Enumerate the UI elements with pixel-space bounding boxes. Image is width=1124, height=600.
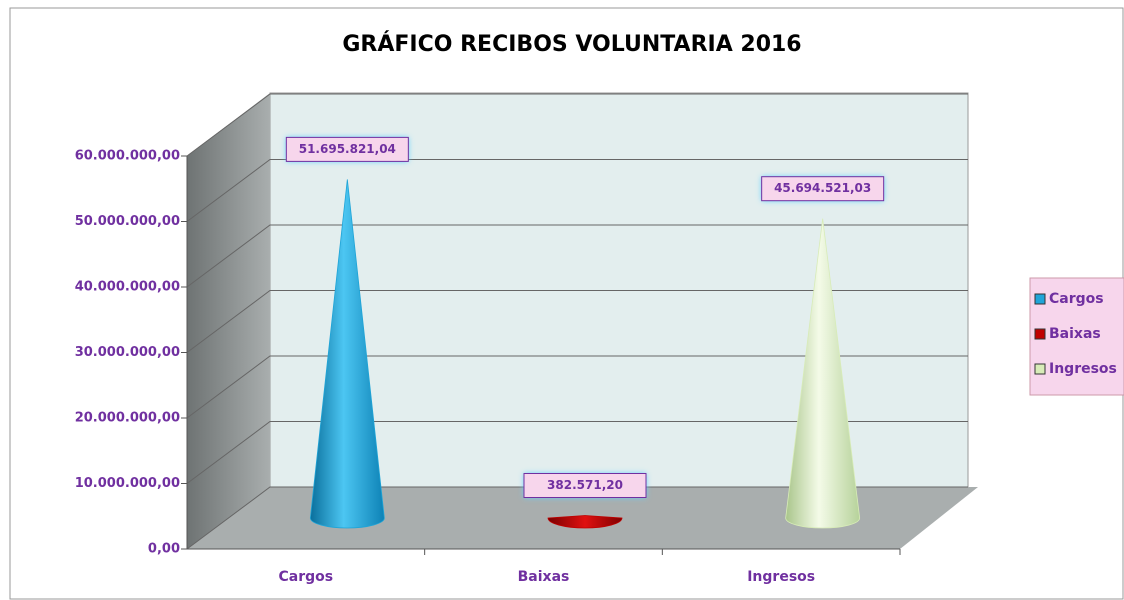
legend-swatch [1034, 293, 1046, 305]
legend-label: Ingresos [1049, 361, 1117, 377]
y-tick-label: 10.000.000,00 [75, 476, 180, 491]
legend [1029, 277, 1124, 396]
y-tick-label: 40.000.000,00 [75, 280, 180, 295]
grid-line [186, 421, 968, 484]
grid-line [186, 224, 968, 288]
grid-line [186, 93, 968, 157]
value-label: 382.571,20 [547, 478, 623, 492]
grid-line [186, 290, 968, 353]
chart-title: GRÁFICO RECIBOS VOLUNTARIA 2016 [342, 31, 801, 57]
cone [785, 218, 861, 529]
y-tick-label: 0,00 [148, 542, 180, 557]
value-label: 45.694.521,03 [774, 181, 871, 195]
y-tick-label: 20.000.000,00 [75, 411, 180, 426]
legend-label: Cargos [1049, 291, 1104, 307]
value-label-box [285, 136, 409, 162]
value-label-box [523, 472, 647, 498]
grid-line [186, 159, 968, 222]
y-tick-label: 30.000.000,00 [75, 345, 180, 360]
x-tick-label: Cargos [279, 569, 334, 585]
legend-label: Baixas [1049, 326, 1101, 342]
value-label-box [761, 176, 885, 202]
cone [547, 515, 623, 529]
grid-line [186, 355, 968, 419]
grid-line [186, 486, 968, 550]
y-tick-label: 60.000.000,00 [75, 149, 180, 164]
x-tick-label: Baixas [518, 569, 570, 585]
cone [309, 179, 385, 529]
y-tick-label: 50.000.000,00 [75, 214, 180, 229]
x-tick-label: Ingresos [747, 569, 815, 585]
legend-swatch [1034, 328, 1046, 340]
value-label: 51.695.821,04 [299, 142, 396, 156]
legend-swatch [1034, 363, 1046, 375]
